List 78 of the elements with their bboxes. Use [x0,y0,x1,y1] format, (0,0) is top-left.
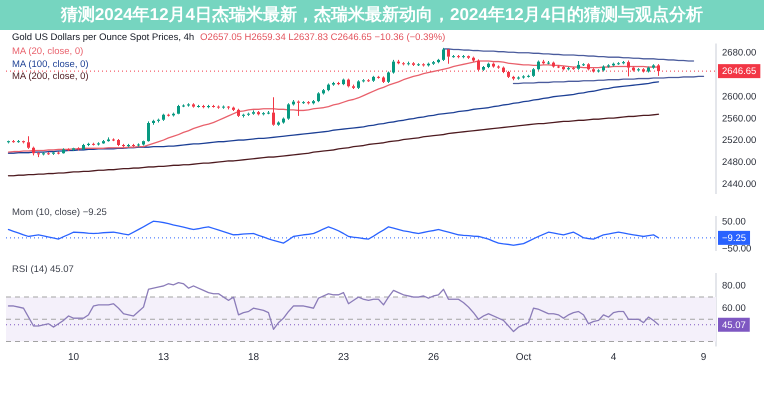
y-tick-label: 2520.00 [722,135,756,146]
candlestick [92,144,95,146]
text: O2657.05 H2659.34 L2637.83 C2646.65 −10.36 (−0.39%) [200,32,446,44]
y-tick-label: 2560.00 [722,113,756,124]
ref-line-label: 2646.65 [722,66,756,78]
y-tick-label: 2440.00 [722,179,756,190]
candlestick [397,59,400,65]
chart-title: 猜测2024年12月4日杰瑞米最新，杰瑞米最新动向，2024年12月4日的猜测与观点分析 [60,5,704,25]
candlestick [297,100,300,116]
y-tick-label: 80.00 [722,280,746,292]
chart-subtitle: Gold US Dollars per Ounce Spot Prices, 4h [12,32,194,44]
candlestick [462,54,465,59]
candlestick [427,62,430,68]
candlestick [487,62,490,69]
text: MA (100, close, 0) [12,58,89,71]
candlestick [252,110,255,116]
candlestick [277,120,280,126]
candlestick [377,75,380,78]
candlestick [217,104,220,110]
candlestick [77,146,80,151]
text: MA (20, close, 0) [12,46,84,58]
x-tick-label: 10 [68,352,80,363]
candlestick [467,56,470,60]
x-tick-label: Oct [516,352,532,363]
candlestick [492,62,495,68]
candlestick [32,146,35,156]
x-tick-label: 26 [428,352,440,363]
candlestick [542,59,545,65]
x-tick-label: 13 [158,352,170,363]
candlestick [447,49,450,64]
chart-title: RSI (14) 45.07 [12,264,74,276]
candlestick [272,96,275,126]
candlestick [67,149,70,152]
candlestick [657,64,660,76]
candlestick [392,59,395,74]
chart-title: Mom (10, close) −9.25 [12,207,107,219]
candlestick [162,113,165,122]
candlestick [597,68,600,74]
y-tick-label: −50.00 [722,243,752,254]
y-tick-label: 50.00 [722,216,746,228]
candlestick [622,60,625,65]
candlestick [222,104,225,110]
y-tick-label: 2600.00 [722,91,756,102]
x-tick-label: 23 [338,352,350,363]
candlestick [37,152,40,158]
candlestick [512,75,515,81]
ref-line-label: 45.07 [722,320,746,331]
ref-line-label: −9.25 [722,232,746,244]
text: MA (200, close, 0) [12,71,89,84]
x-tick-label: 18 [248,352,260,363]
candlestick [62,148,65,154]
candlestick [292,99,295,106]
candlestick [72,148,75,152]
candlestick [547,60,550,64]
candlestick [157,118,160,123]
candlestick [537,60,540,71]
candlestick [267,110,270,115]
candlestick [177,104,180,114]
candlestick [227,106,230,110]
candlestick [442,47,445,62]
candlestick [587,62,590,71]
x-tick-label: 4 [610,352,617,363]
candlestick [577,60,580,70]
candlestick [357,80,360,90]
candlestick [422,62,425,68]
y-tick-label: 60.00 [722,302,746,314]
y-tick-label: 2480.00 [722,157,756,168]
candlestick [407,61,410,66]
candlestick [242,113,245,118]
candlestick [612,62,615,68]
x-tick-label: 9 [700,352,707,363]
candlestick [107,136,110,142]
candlestick [152,119,155,126]
y-tick-label: 2680.00 [722,47,756,58]
candlestick [27,136,30,150]
candlestick [457,54,460,59]
candlestick [567,66,570,71]
candlestick [352,84,355,90]
